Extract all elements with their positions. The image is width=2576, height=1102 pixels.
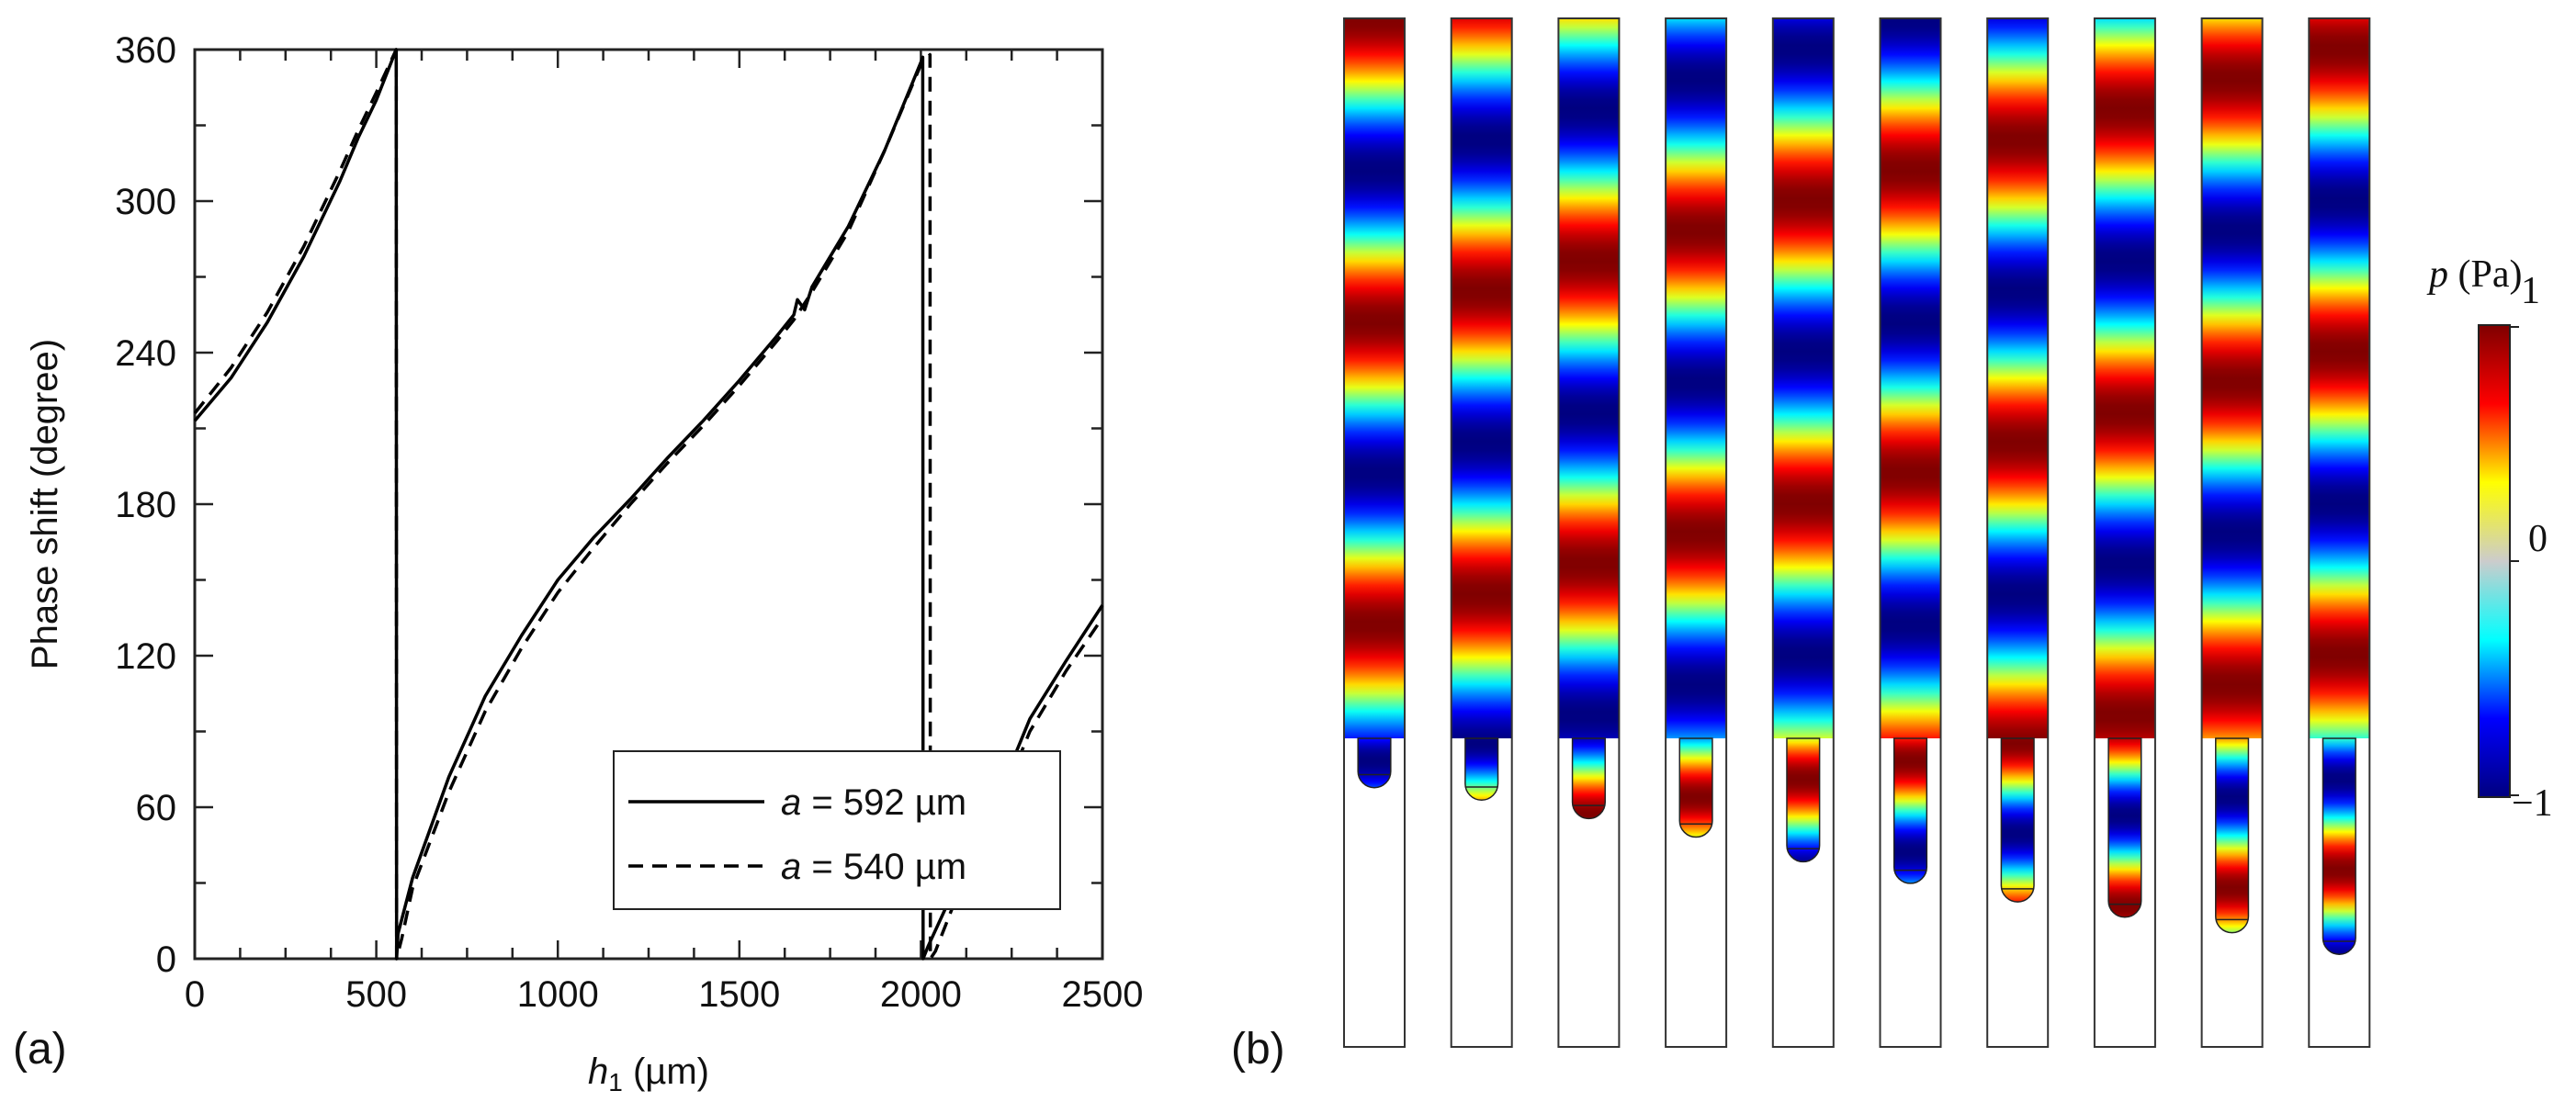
tube-outline (1771, 17, 1835, 1048)
tube (2200, 17, 2264, 1048)
tube-pressure-field (1451, 18, 1512, 738)
tube (1879, 17, 1942, 1048)
tube-pressure-field (1772, 18, 1834, 738)
x-axis-ticks: 0 500 1000 1500 2000 2500 (185, 50, 1144, 1015)
y-axis-ticks: 0 60 120 180 240 300 360 (115, 30, 1102, 980)
x-tick-label: 2000 (880, 974, 962, 1015)
droplet-pin (1678, 737, 1713, 838)
tube-pressure-field (1344, 18, 1405, 738)
tube-outline (1665, 17, 1728, 1048)
droplet-pin (1786, 737, 1821, 863)
colorbar-tick-label-max: 1 (2521, 270, 2540, 312)
tube-outline (2308, 17, 2371, 1048)
x-tick-label: 500 (345, 974, 407, 1015)
x-tick-label: 2500 (1062, 974, 1144, 1015)
y-tick-label: 180 (115, 485, 176, 525)
series-line-540 (193, 48, 1104, 961)
tube (1557, 17, 1621, 1048)
y-tick-label: 0 (156, 939, 176, 980)
droplet-pin (2107, 737, 2142, 918)
droplet-pin (2322, 737, 2356, 955)
tube-outline (2093, 17, 2156, 1048)
tube-pressure-field (1987, 18, 2049, 738)
series-layer (193, 48, 1104, 961)
panel-a-label: (a) (13, 1025, 67, 1074)
tube (1343, 17, 1406, 1048)
tube (1450, 17, 1513, 1048)
series-line-592 (193, 48, 1104, 961)
y-tick-label: 60 (136, 788, 177, 828)
tube-pressure-field (1880, 18, 1941, 738)
legend-entry-dashed: a = 540 µm (781, 847, 966, 887)
x-tick-label: 1500 (698, 974, 780, 1015)
tube (2093, 17, 2156, 1048)
y-axis-label: Phase shift (degree) (25, 339, 65, 669)
colorbar-scale (2478, 324, 2511, 798)
x-tick-label: 0 (185, 974, 205, 1015)
x-axis-label: h1 (µm) (588, 1051, 709, 1096)
y-tick-label: 120 (115, 636, 176, 677)
tube (1986, 17, 2050, 1048)
y-tick-label: 240 (115, 333, 176, 374)
droplet-pin (1571, 737, 1606, 820)
colorbar-label: p (Pa) (2426, 253, 2522, 296)
phase-shift-chart: 0 500 1000 1500 2000 2500 060120180240300360 … (13, 30, 1143, 1096)
tube (2308, 17, 2371, 1048)
x-tick-label: 1000 (517, 974, 599, 1015)
droplet-pin (1464, 737, 1499, 801)
tube-pressure-field (2201, 18, 2263, 738)
legend-box (613, 750, 1061, 910)
colorbar: p (Pa) 1 0 −1 (2426, 253, 2553, 825)
legend: a = 592 µm a = 540 µm (613, 750, 1061, 910)
tube-outline (1986, 17, 2050, 1048)
droplet-pin (2215, 737, 2250, 934)
tube-outline (1343, 17, 1406, 1048)
y-tick-label: 300 (115, 182, 176, 222)
droplet-pin (1892, 737, 1928, 884)
droplet-pin (1357, 737, 1392, 789)
tube-outline (2200, 17, 2264, 1048)
y-tick-label: 360 (115, 30, 176, 71)
tube-outline (1879, 17, 1942, 1048)
legend-entry-solid: a = 592 µm (781, 782, 966, 823)
tube-pressure-field (2309, 18, 2370, 738)
pressure-field-panel: (b) p (Pa) 1 0 −1 (1231, 17, 2553, 1074)
tube-outline (1557, 17, 1621, 1048)
colorbar-tick-label-min: −1 (2512, 782, 2553, 825)
droplet-pin (2000, 737, 2035, 903)
tube-outline (1450, 17, 1513, 1048)
tube (1771, 17, 1835, 1048)
tube-array (1343, 17, 2371, 1048)
colorbar-tick-label-zero: 0 (2528, 518, 2548, 560)
panel-b-label: (b) (1231, 1025, 1285, 1074)
tube-pressure-field (1666, 18, 1727, 738)
tube-pressure-field (1558, 18, 1620, 738)
tube (1665, 17, 1728, 1048)
tube-pressure-field (2094, 18, 2155, 738)
